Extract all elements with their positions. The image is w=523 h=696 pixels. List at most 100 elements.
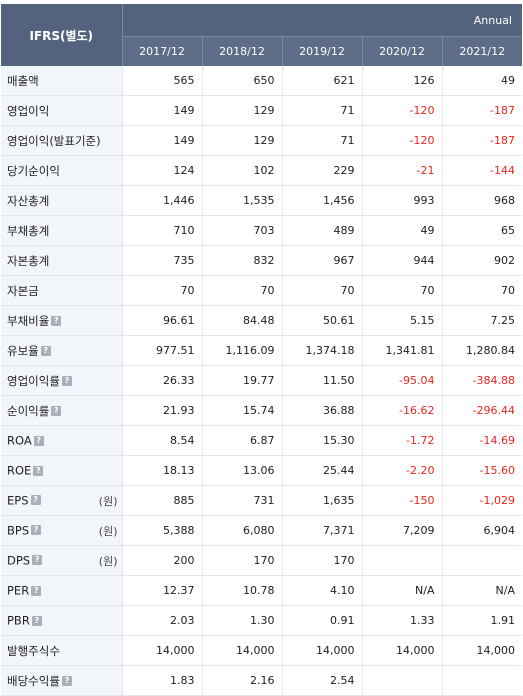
- value-cell: -2.20: [361, 455, 442, 486]
- value-cell: 703: [201, 215, 282, 246]
- value-cell: 2.54: [281, 665, 362, 696]
- value-cell: 36.88: [281, 395, 362, 426]
- year-header: 2019/12: [281, 36, 362, 66]
- value-cell: 489: [281, 215, 362, 246]
- value-cell: 710: [121, 215, 202, 246]
- row-label: DPS: [7, 553, 31, 567]
- value-cell: 1,341.81: [361, 335, 442, 366]
- value-cell: 229: [281, 155, 362, 186]
- row-label: 당기순이익: [7, 163, 60, 178]
- value-cell: 8.54: [121, 425, 202, 456]
- value-cell: 65: [441, 215, 522, 246]
- value-cell: 102: [201, 155, 282, 186]
- value-cell: -1,029: [441, 485, 522, 516]
- help-icon[interactable]: ?: [31, 585, 42, 596]
- row-label: PBR: [7, 613, 30, 628]
- help-icon[interactable]: ?: [61, 675, 72, 686]
- row-label-cell: EPS? (원): [1, 485, 122, 516]
- value-cell: 967: [281, 245, 362, 276]
- value-cell: 7.25: [441, 305, 522, 336]
- help-icon[interactable]: ?: [51, 405, 62, 416]
- row-label: 자본총계: [7, 253, 50, 268]
- value-cell: 13.06: [201, 455, 282, 486]
- table-row: ROE? 18.13 13.06 25.44 -2.20 -15.60: [1, 455, 522, 486]
- row-label-cell: PBR?: [1, 605, 122, 636]
- help-icon[interactable]: ?: [31, 615, 42, 626]
- row-label-cell: 유보율?: [1, 335, 122, 366]
- value-cell: -296.44: [441, 395, 522, 426]
- value-cell: 70: [281, 275, 362, 306]
- value-cell: -1.72: [361, 425, 442, 456]
- value-cell: 71: [281, 95, 362, 126]
- header-period: Annual: [121, 4, 522, 37]
- row-label-cell: 부채총계: [1, 215, 122, 246]
- help-icon[interactable]: ?: [51, 315, 62, 326]
- row-label-cell: 영업이익: [1, 95, 122, 126]
- value-cell: 6.87: [201, 425, 282, 456]
- value-cell: 1,374.18: [281, 335, 362, 366]
- value-cell: 50.61: [281, 305, 362, 336]
- row-label: 자본금: [7, 283, 39, 298]
- value-cell: -120: [361, 95, 442, 126]
- value-cell: 15.74: [201, 395, 282, 426]
- value-cell: 1,635: [281, 485, 362, 516]
- row-label-cell: 영업이익(발표기준): [1, 125, 122, 156]
- row-label: ROA: [7, 433, 32, 448]
- table-row: 순이익률? 21.93 15.74 36.88 -16.62 -296.44: [1, 395, 522, 426]
- table-row: 자본금 70 70 70 70 70: [1, 275, 522, 306]
- help-icon[interactable]: ?: [33, 435, 44, 446]
- unit-label: (원): [98, 494, 118, 508]
- value-cell: [361, 545, 442, 576]
- table-row: 부채총계 710 703 489 49 65: [1, 215, 522, 246]
- value-cell: -16.62: [361, 395, 442, 426]
- help-icon[interactable]: ?: [32, 555, 43, 565]
- help-icon[interactable]: ?: [30, 495, 41, 505]
- value-cell: 19.77: [201, 365, 282, 396]
- value-cell: -120: [361, 125, 442, 156]
- table-row: 발행주식수 14,000 14,000 14,000 14,000 14,000: [1, 635, 522, 666]
- table-row: 영업이익률? 26.33 19.77 11.50 -95.04 -384.88: [1, 365, 522, 396]
- value-cell: 149: [121, 95, 202, 126]
- table-row: EPS? (원) 885 731 1,635 -150 -1,029: [1, 485, 522, 516]
- value-cell: N/A: [441, 575, 522, 606]
- value-cell: 5,388: [121, 515, 202, 546]
- table-row: PER? 12.37 10.78 4.10 N/A N/A: [1, 575, 522, 606]
- value-cell: 4.10: [281, 575, 362, 606]
- header-corner: IFRS(별도): [1, 4, 122, 66]
- help-icon[interactable]: ?: [31, 525, 42, 535]
- table-row: DPS? (원) 200 170 170: [1, 545, 522, 576]
- row-label: 부채총계: [7, 223, 50, 238]
- value-cell: 14,000: [441, 635, 522, 666]
- value-cell: 10.78: [201, 575, 282, 606]
- value-cell: 735: [121, 245, 202, 276]
- value-cell: 12.37: [121, 575, 202, 606]
- value-cell: 25.44: [281, 455, 362, 486]
- help-icon[interactable]: ?: [40, 345, 51, 356]
- row-label-cell: 순이익률?: [1, 395, 122, 426]
- value-cell: 902: [441, 245, 522, 276]
- value-cell: -14.69: [441, 425, 522, 456]
- value-cell: 6,080: [201, 515, 282, 546]
- value-cell: 885: [121, 485, 202, 516]
- row-label: 부채비율: [7, 313, 50, 328]
- value-cell: 944: [361, 245, 442, 276]
- value-cell: 70: [201, 275, 282, 306]
- row-label: 매출액: [7, 73, 39, 88]
- value-cell: -15.60: [441, 455, 522, 486]
- value-cell: 565: [121, 66, 202, 96]
- table-row: PBR? 2.03 1.30 0.91 1.33 1.91: [1, 605, 522, 636]
- value-cell: 1.91: [441, 605, 522, 636]
- table-row: 배당수익률? 1.83 2.16 2.54: [1, 665, 522, 696]
- value-cell: 2.03: [121, 605, 202, 636]
- help-icon[interactable]: ?: [33, 465, 44, 476]
- value-cell: 49: [441, 66, 522, 96]
- value-cell: 170: [281, 545, 362, 576]
- value-cell: -150: [361, 485, 442, 516]
- help-icon[interactable]: ?: [61, 375, 72, 386]
- value-cell: 170: [201, 545, 282, 576]
- table-row: 유보율? 977.51 1,116.09 1,374.18 1,341.81 1,280.…: [1, 335, 522, 366]
- value-cell: 18.13: [121, 455, 202, 486]
- value-cell: 0.91: [281, 605, 362, 636]
- row-label-cell: 당기순이익: [1, 155, 122, 186]
- row-label: 영업이익률: [7, 373, 60, 388]
